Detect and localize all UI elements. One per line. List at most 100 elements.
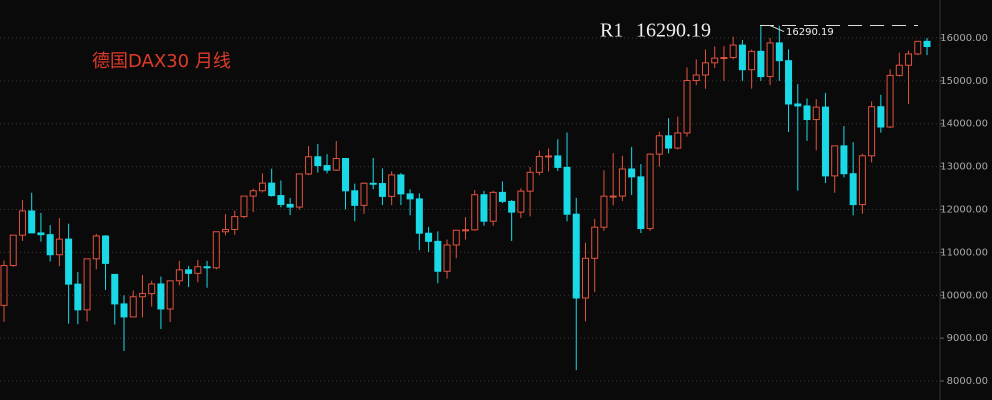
candle-body	[92, 235, 100, 260]
candle-body	[720, 57, 728, 60]
candle-body	[360, 182, 368, 206]
candle-body	[498, 191, 506, 202]
candle-body	[637, 176, 645, 230]
candle-body	[591, 226, 599, 259]
candle-body	[895, 64, 903, 76]
candle-body	[166, 280, 174, 310]
candle-body	[517, 190, 525, 213]
candle-body	[665, 135, 673, 149]
candle-body	[175, 269, 183, 282]
chart-title: 德国DAX30 月线	[92, 51, 231, 72]
candle-body	[471, 194, 479, 231]
candle-body	[46, 234, 54, 256]
candle-body	[535, 156, 543, 173]
candle-body	[609, 195, 617, 198]
candle-body	[369, 182, 377, 185]
candle-body	[923, 40, 931, 48]
candle-body	[655, 135, 663, 155]
candle-body	[618, 168, 626, 197]
candle-body	[397, 174, 405, 195]
candle-body	[388, 174, 396, 197]
candle-body	[738, 44, 746, 71]
candle-body	[18, 210, 26, 236]
candle-body	[858, 155, 866, 206]
candle-body	[148, 283, 156, 295]
candle-body	[757, 50, 765, 78]
candle-body	[268, 182, 276, 197]
candle-body	[222, 228, 230, 233]
candle-body	[425, 232, 433, 242]
candle-body	[83, 258, 91, 311]
candle-body	[785, 60, 793, 105]
candle-body	[766, 42, 774, 78]
candle-body	[55, 238, 63, 256]
candle-body	[775, 42, 783, 62]
y-tick-label: 12000.00	[940, 204, 988, 215]
candle-body	[194, 266, 202, 274]
candle-body	[323, 165, 331, 171]
candle-body	[295, 173, 303, 208]
candle-body	[157, 283, 165, 310]
annotation-value: 16290.19	[636, 20, 711, 42]
candle-body	[674, 132, 682, 149]
candle-body	[452, 229, 460, 246]
candle-body	[443, 244, 451, 272]
y-tick-label: 15000.00	[940, 76, 988, 87]
candle-body	[480, 194, 488, 222]
candle-body	[683, 80, 691, 134]
candle-body	[545, 155, 553, 158]
candle-body	[729, 44, 737, 59]
candle-body	[28, 210, 36, 234]
candle-body	[231, 216, 239, 230]
candle-body	[914, 40, 922, 55]
candle-body	[332, 158, 340, 171]
candle-body	[868, 106, 876, 157]
candle-body	[74, 283, 82, 311]
candle-body	[314, 156, 322, 167]
y-tick-label: 9000.00	[947, 333, 988, 344]
candle-body	[462, 229, 469, 232]
candle-body	[305, 156, 313, 175]
candle-body	[646, 153, 654, 230]
candle-body	[240, 195, 248, 218]
candle-body	[65, 238, 73, 285]
candle-body	[821, 106, 829, 177]
candle-body	[129, 296, 137, 318]
candle-body	[258, 182, 266, 192]
candle-body	[37, 232, 45, 236]
candle-body	[212, 231, 220, 269]
candle-body	[489, 191, 497, 222]
candle-body	[249, 190, 257, 197]
candle-body	[831, 145, 839, 177]
candle-body	[111, 273, 119, 305]
candle-body	[572, 213, 580, 299]
annotation-arrow	[769, 25, 785, 33]
candle-body	[840, 145, 848, 175]
candle-body	[581, 257, 589, 299]
candle-body	[102, 235, 110, 264]
candle-body	[628, 168, 636, 178]
candle-body	[526, 171, 534, 192]
candle-body	[138, 293, 146, 298]
candle-body	[554, 155, 562, 168]
annotation-label: R1	[600, 20, 623, 42]
candle-body	[701, 62, 709, 76]
candle-body	[185, 269, 193, 274]
candle-body	[849, 173, 857, 206]
annotation-value-small: 16290.19	[786, 27, 834, 38]
candle-body	[563, 166, 571, 215]
y-tick-label: 10000.00	[940, 290, 988, 301]
y-tick-label: 16000.00	[940, 33, 988, 44]
candle-body	[877, 106, 885, 128]
candle-body	[905, 53, 913, 66]
y-tick-label: 14000.00	[940, 119, 988, 130]
candle-body	[886, 74, 894, 128]
candle-body	[415, 198, 423, 234]
candle-body	[120, 303, 128, 318]
candle-body	[711, 57, 719, 64]
candle-body	[600, 195, 608, 228]
candle-body	[286, 203, 294, 208]
candle-body	[748, 50, 756, 71]
candle-body	[692, 74, 700, 82]
